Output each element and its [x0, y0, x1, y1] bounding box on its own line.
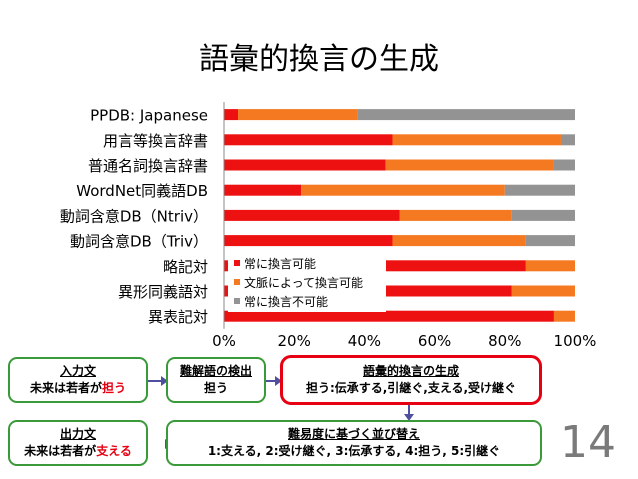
bar-segment-1 [224, 159, 386, 171]
bar-segment-1 [224, 235, 393, 247]
category-label: WordNet同義語DB [76, 182, 208, 200]
legend-label: 常に換言可能 [244, 257, 316, 271]
x-tick-label: 20% [278, 332, 311, 350]
input-target-word: 担う [102, 381, 127, 395]
bar-segment-2 [399, 209, 512, 221]
output-box-sentence: 未来は若者が支える [24, 443, 132, 460]
generate-box-title: 語彙的換言の生成 [362, 364, 459, 378]
bar-segment-3 [553, 159, 575, 171]
input-box-sentence: 未来は若者が担う [30, 380, 126, 397]
input-sentence-text: 未来は若者が [29, 381, 102, 395]
output-box-title: 出力文 [59, 427, 96, 441]
generate-box-value: 担う:伝承する,引継ぐ,支える,受け継ぐ [305, 381, 517, 395]
output-result-word: 支える [96, 444, 132, 458]
legend-swatch [234, 260, 240, 266]
category-label: PPDB: Japanese [90, 107, 208, 125]
bar-segment-2 [392, 134, 561, 146]
legend-swatch [234, 279, 240, 285]
legend-label: 常に換言不可能 [244, 295, 328, 309]
bar-segment-3 [504, 184, 575, 196]
bar-segment-2 [525, 260, 575, 272]
bar-segment-1 [224, 209, 400, 221]
bar-segment-2 [301, 184, 505, 196]
input-sentence-box: 入力文 未来は若者が担う [8, 357, 148, 403]
bar-segment-2 [385, 159, 554, 171]
category-label: 異形同義語対 [118, 283, 208, 301]
x-tick-label: 100% [554, 332, 597, 350]
bar-segment-3 [525, 235, 575, 247]
detect-box: 難解語の検出 担う [166, 357, 266, 403]
page-number: 14 [560, 417, 616, 468]
bar-segment-1 [224, 109, 239, 121]
category-label: 略記対 [163, 258, 208, 276]
x-tick-label: 40% [348, 332, 381, 350]
category-label: 普通名詞換言辞書 [88, 157, 208, 175]
category-label: 異表記対 [148, 308, 208, 326]
detect-box-title: 難解語の検出 [179, 364, 252, 378]
arrow-generate-to-rank [404, 405, 414, 421]
legend-label: 文脈によって換言可能 [244, 275, 363, 290]
output-sentence-text: 未来は若者が [24, 444, 97, 458]
detect-box-value: 担う [203, 381, 228, 395]
bar-segment-1 [224, 310, 554, 322]
bar-segment-2 [511, 285, 575, 297]
bar-segment-2 [392, 235, 526, 247]
bar-segment-1 [224, 184, 302, 196]
legend-swatch [234, 298, 240, 304]
bar-segment-2 [553, 310, 575, 322]
rank-box: 難易度に基づく並び替え 1:支える, 2:受け継ぐ, 3:伝承する, 4:担う,… [166, 420, 542, 466]
output-sentence-box: 出力文 未来は若者が支える [8, 420, 148, 466]
x-tick-label: 80% [488, 332, 521, 350]
slide-title: 語彙的換言の生成 [199, 42, 439, 77]
x-tick-label: 60% [418, 332, 451, 350]
bar-segment-3 [560, 134, 575, 146]
category-label: 動詞含意DB（Ntriv） [60, 207, 208, 225]
category-label: 用言等換言辞書 [103, 132, 208, 150]
bar-segment-3 [511, 209, 575, 221]
arrow-input-to-detect [148, 376, 168, 386]
generate-box: 語彙的換言の生成 担う:伝承する,引継ぐ,支える,受け継ぐ [280, 355, 542, 405]
x-tick-label: 0% [212, 332, 236, 350]
category-label: 動詞含意DB（Triv） [70, 233, 208, 251]
rank-box-value: 1:支える, 2:受け継ぐ, 3:伝承する, 4:担う, 5:引継ぐ [207, 444, 501, 458]
arrow-detect-to-generate [266, 376, 282, 386]
input-box-title: 入力文 [59, 364, 96, 378]
bar-segment-1 [224, 134, 393, 146]
rank-box-title: 難易度に基づく並び替え [287, 427, 420, 441]
bar-segment-2 [238, 109, 358, 121]
legend-box [228, 252, 386, 312]
bar-segment-3 [357, 109, 575, 121]
